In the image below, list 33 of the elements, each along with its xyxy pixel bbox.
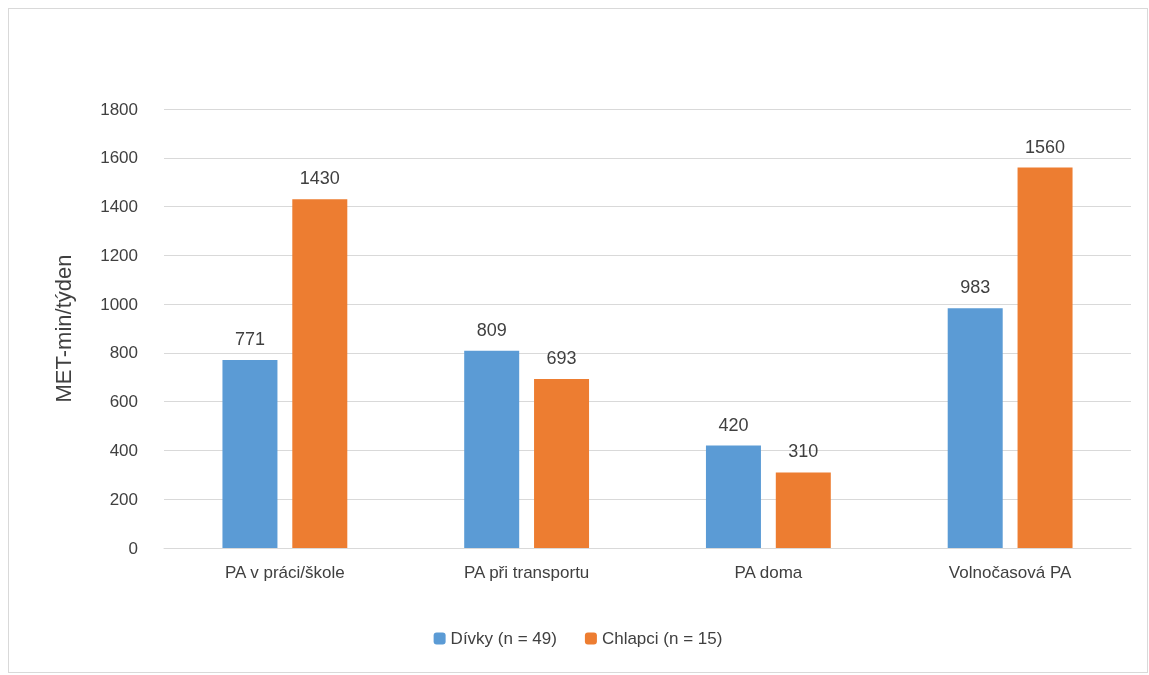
y-tick-label: 1800 xyxy=(100,99,138,119)
y-tick-label: 1000 xyxy=(100,294,138,314)
y-axis-title: MET-min/týden xyxy=(50,254,76,403)
data-label: 693 xyxy=(546,347,577,368)
x-tick-label: PA v práci/škole xyxy=(225,563,345,582)
y-tick-label: 200 xyxy=(109,489,138,509)
y-tick-label: 1600 xyxy=(100,148,138,168)
y-tick-label: 1400 xyxy=(100,197,138,217)
bar xyxy=(947,308,1003,548)
x-tick-label: Volnočasová PA xyxy=(948,563,1073,582)
x-tick-label: PA doma xyxy=(734,563,803,582)
data-label: 310 xyxy=(788,441,819,462)
bar xyxy=(705,445,761,548)
y-tick-label: 600 xyxy=(109,392,138,412)
bar xyxy=(464,350,520,548)
x-tick-label: PA při transportu xyxy=(463,563,590,582)
y-tick-label: 0 xyxy=(128,538,138,558)
data-label: 771 xyxy=(234,328,265,349)
bar xyxy=(534,378,590,548)
data-label: 420 xyxy=(718,414,749,435)
data-label: 1560 xyxy=(1025,136,1066,157)
bar xyxy=(292,199,348,548)
data-label: 983 xyxy=(960,277,991,298)
data-label: 809 xyxy=(476,319,507,340)
y-tick-label: 800 xyxy=(109,343,138,363)
data-label: 1430 xyxy=(299,168,340,189)
legend-label: Chlapci (n = 15) xyxy=(601,629,723,648)
legend-label: Dívky (n = 49) xyxy=(450,629,557,648)
y-tick-label: 400 xyxy=(109,440,138,460)
bar xyxy=(222,359,278,548)
y-tick-label: 1200 xyxy=(100,245,138,265)
bar xyxy=(775,472,831,548)
bar xyxy=(1017,167,1073,548)
